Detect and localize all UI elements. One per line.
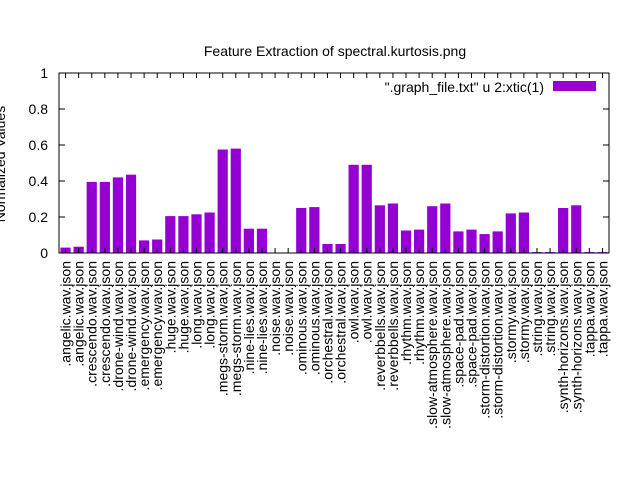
bars <box>60 148 608 253</box>
x-tick-label: .orchestral.wav.json <box>319 261 335 384</box>
x-tick-label: .string.wav.json <box>529 261 545 356</box>
x-tick-label: .drone-wind.wav.json <box>123 261 139 391</box>
x-tick-label: .storm-distortion.wav.json <box>477 261 493 419</box>
bar <box>191 214 202 253</box>
y-tick-label: 0.2 <box>29 209 49 225</box>
bar <box>152 239 163 253</box>
x-tick-label: .ominous.wav.json <box>293 261 309 375</box>
bar <box>453 231 464 253</box>
x-tick-label: .space-pad.wav.json <box>450 261 466 388</box>
x-tick-label: .rhythm.wav.json <box>411 261 427 365</box>
y-tick-label: 0 <box>40 245 48 261</box>
x-tick-label: .space-pad.wav.json <box>464 261 480 388</box>
x-tick-label: .stormy.wav.json <box>503 261 519 363</box>
bar <box>427 206 438 253</box>
x-tick-label: .string.wav.json <box>542 261 558 356</box>
bar <box>492 231 503 253</box>
bar <box>400 230 412 253</box>
x-tick-label: .tappa.wav.json <box>581 261 597 357</box>
legend-swatch <box>553 81 596 91</box>
x-tick-label: .nine-lies.wav.json <box>241 261 257 374</box>
y-tick-label: 0.6 <box>29 137 49 153</box>
chart-title: Feature Extraction of spectral.kurtosis.… <box>204 43 466 59</box>
bar <box>440 203 451 253</box>
plot-border <box>58 72 610 254</box>
x-tick-label: .slow-atmosphere.wav.json <box>437 261 453 429</box>
x-tick-label: .crescendo.wav.json <box>84 261 100 387</box>
bar <box>125 174 137 253</box>
x-tick-label: .long.wav.json <box>202 261 218 349</box>
bar <box>112 177 124 253</box>
x-tick-label: .emergency.wav.json <box>136 261 152 390</box>
x-tick-label: .angelic.wav.json <box>58 261 74 367</box>
bar <box>505 213 516 253</box>
x-tick-label: .noise.wav.json <box>280 261 296 356</box>
x-tick-label: .owl.wav.json <box>359 261 375 343</box>
y-axis-label: Normalized Values <box>0 106 8 222</box>
x-tick-label: .megs-storm.wav.json <box>215 261 231 396</box>
bar <box>466 229 477 253</box>
bar <box>139 240 150 253</box>
bar <box>558 208 569 253</box>
bar <box>348 164 359 253</box>
bar <box>217 149 228 253</box>
bar <box>309 207 320 253</box>
y-tick-label: 0.4 <box>29 173 49 189</box>
x-tick-label: .slow-atmosphere.wav.json <box>424 261 440 429</box>
x-tick-label: .huge.wav.json <box>175 261 191 353</box>
bar <box>165 216 176 253</box>
bar <box>571 205 582 253</box>
bar <box>178 216 189 253</box>
bar <box>230 148 241 253</box>
x-tick-label: .emergency.wav.json <box>149 261 165 390</box>
x-tick-label: .noise.wav.json <box>267 261 283 356</box>
x-tick-label: .stormy.wav.json <box>516 261 532 363</box>
bar <box>387 203 399 253</box>
legend: ".graph_file.txt" u 2:xtic(1) <box>385 79 596 95</box>
x-tick-label: .owl.wav.json <box>346 261 362 343</box>
x-tick-label: .long.wav.json <box>189 261 205 349</box>
x-tick-label: .synth-horizons.wav.json <box>568 261 584 413</box>
bar <box>86 181 97 253</box>
x-tick-label: .reverbbells.wav.json <box>372 261 388 391</box>
x-tick-label: .rhythm.wav.json <box>398 261 414 365</box>
x-tick-label: .nine-lies.wav.json <box>254 261 270 374</box>
x-tick-label: .orchestral.wav.json <box>333 261 349 384</box>
bar <box>296 208 307 253</box>
x-tick-label: .ominous.wav.json <box>306 261 322 375</box>
bar <box>414 229 425 253</box>
x-tick-label: .synth-horizons.wav.json <box>555 261 571 413</box>
bar <box>243 228 254 253</box>
x-tick-label: .angelic.wav.json <box>71 261 87 367</box>
bar <box>204 212 215 253</box>
bar <box>99 181 110 253</box>
bar <box>374 205 385 253</box>
axes <box>58 72 610 254</box>
x-tick-label: .storm-distortion.wav.json <box>490 261 506 419</box>
bar <box>256 228 268 253</box>
y-tick-label: 1 <box>40 65 48 81</box>
x-tick-label: .reverbbells.wav.json <box>385 261 401 391</box>
bar <box>479 234 490 253</box>
legend-label: ".graph_file.txt" u 2:xtic(1) <box>385 79 544 95</box>
x-tick-label: .tappa.wav.json <box>594 261 610 357</box>
x-tick-label: .huge.wav.json <box>162 261 178 353</box>
y-ticks: 0 0.2 0.4 0.6 0.8 1 <box>29 65 609 261</box>
bar <box>518 212 529 253</box>
x-tick-label: .drone-wind.wav.json <box>110 261 126 391</box>
x-ticks: .angelic.wav.json.angelic.wav.json.cresc… <box>58 73 610 429</box>
bar <box>361 164 372 253</box>
x-tick-label: .crescendo.wav.json <box>97 261 113 387</box>
x-tick-label: .megs-storm.wav.json <box>228 261 244 396</box>
y-tick-label: 0.8 <box>29 101 49 117</box>
